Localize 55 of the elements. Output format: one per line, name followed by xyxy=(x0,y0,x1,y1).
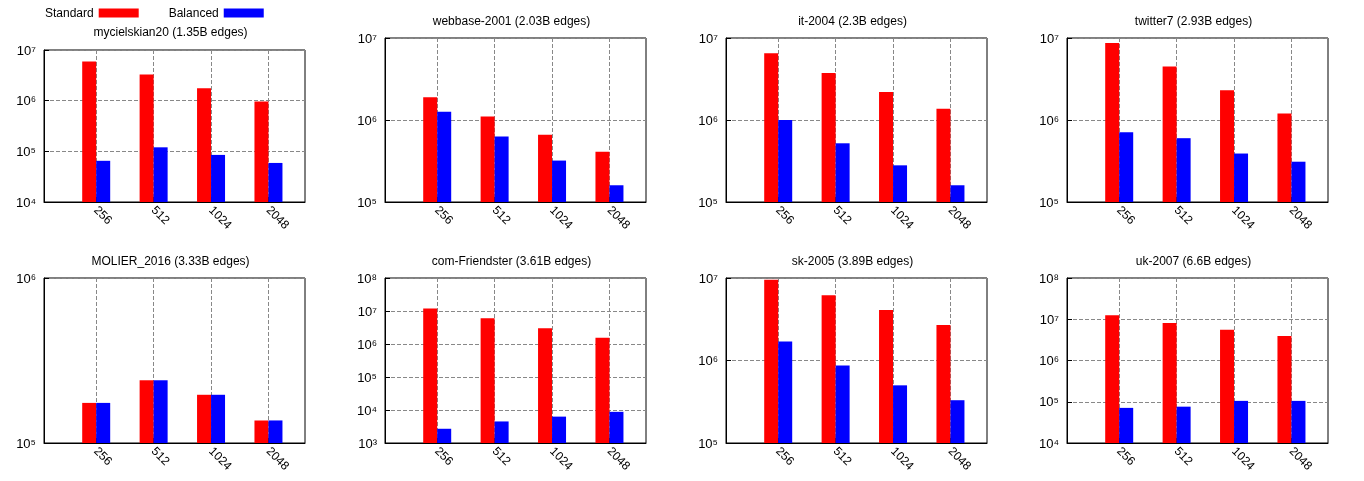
y-tick-label: 10⁷ xyxy=(698,270,719,286)
x-tick-label: 512 xyxy=(1171,203,1196,228)
y-tick-label: 10⁵ xyxy=(1039,394,1059,410)
chart-title: mycielskian20 (1.35B edges) xyxy=(93,25,248,39)
chart-title: it-2004 (2.3B edges) xyxy=(798,14,907,28)
chart-title: uk-2007 (6.6B edges) xyxy=(1135,254,1252,268)
x-tick-label: 256 xyxy=(432,444,457,469)
y-tick-label: 10⁶ xyxy=(16,93,36,109)
y-tick-label: 10⁶ xyxy=(357,336,377,352)
x-tick-label: 512 xyxy=(830,203,855,228)
y-tick-label: 10⁵ xyxy=(1039,194,1059,210)
chart-title: webbase-2001 (2.03B edges) xyxy=(431,14,591,28)
x-tick-label: 512 xyxy=(489,444,514,469)
y-tick-label: 10⁴ xyxy=(15,194,36,210)
y-tick-label: 10⁷ xyxy=(357,303,378,319)
chart-title: sk-2005 (3.89B edges) xyxy=(791,254,914,268)
x-tick-label: 512 xyxy=(148,444,173,469)
x-tick-label: 256 xyxy=(91,444,116,469)
y-tick-label: 10⁶ xyxy=(698,353,718,368)
y-tick-label: 10⁵ xyxy=(698,194,718,210)
chart-title: MOLIER_2016 (3.33B edges) xyxy=(91,254,250,268)
y-tick-label: 10³ xyxy=(358,435,378,451)
legend-label: Standard xyxy=(45,6,94,20)
y-tick-label: 10⁴ xyxy=(1038,435,1059,451)
y-tick-label: 10⁶ xyxy=(1039,112,1059,128)
x-tick-label: 256 xyxy=(773,444,798,469)
y-tick-label: 10⁵ xyxy=(357,369,377,385)
legend-label: Balanced xyxy=(168,6,219,20)
y-tick-label: 10⁶ xyxy=(357,112,377,128)
x-tick-label: 512 xyxy=(489,203,514,228)
x-tick-label: 256 xyxy=(432,203,457,228)
x-tick-label: 512 xyxy=(830,444,855,469)
x-tick-label: 256 xyxy=(91,203,116,228)
y-tick-label: 10⁵ xyxy=(16,143,36,159)
chart-title: twitter7 (2.93B edges) xyxy=(1134,14,1253,28)
y-tick-label: 10⁶ xyxy=(1039,353,1059,368)
x-tick-label: 256 xyxy=(1114,203,1139,228)
y-tick-label: 10⁵ xyxy=(357,194,377,210)
y-tick-label: 10⁸ xyxy=(357,270,377,286)
y-tick-label: 10⁷ xyxy=(698,30,719,46)
y-tick-label: 10⁶ xyxy=(16,270,36,286)
y-tick-label: 10⁷ xyxy=(1039,30,1060,46)
y-tick-label: 10⁴ xyxy=(356,402,377,418)
y-tick-label: 10⁵ xyxy=(16,435,36,451)
chart-title: com-Friendster (3.61B edges) xyxy=(431,254,592,268)
x-tick-label: 512 xyxy=(1171,444,1196,469)
y-tick-label: 10⁷ xyxy=(1039,311,1060,327)
y-tick-label: 10⁷ xyxy=(16,42,37,58)
y-tick-label: 10⁵ xyxy=(698,435,718,451)
y-tick-label: 10⁶ xyxy=(698,112,718,128)
x-tick-label: 256 xyxy=(1114,444,1139,469)
y-tick-label: 10⁸ xyxy=(1039,270,1059,286)
y-tick-label: 10⁷ xyxy=(357,30,378,46)
x-tick-label: 256 xyxy=(773,203,798,228)
x-tick-label: 512 xyxy=(148,203,173,228)
